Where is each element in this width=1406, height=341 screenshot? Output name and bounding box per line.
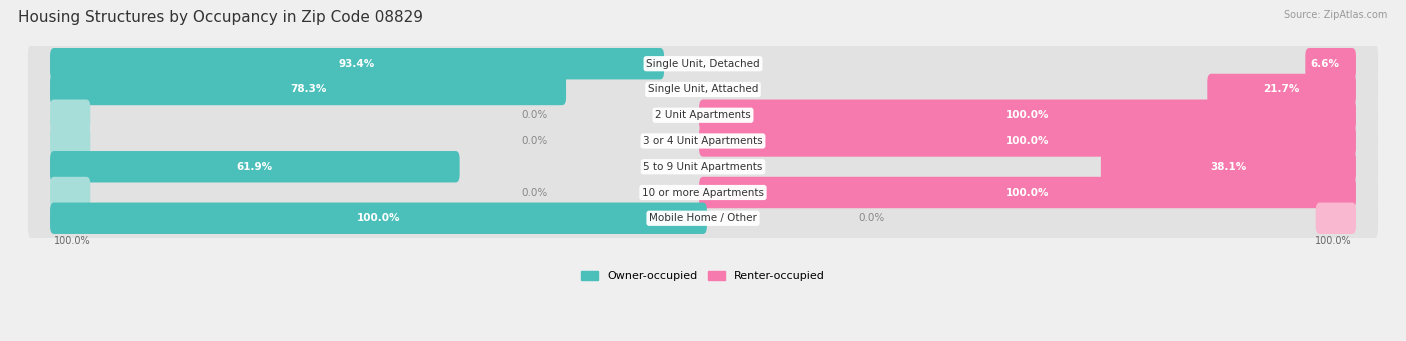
- Text: Housing Structures by Occupancy in Zip Code 08829: Housing Structures by Occupancy in Zip C…: [18, 10, 423, 25]
- Text: 21.7%: 21.7%: [1264, 85, 1299, 94]
- FancyBboxPatch shape: [28, 67, 1378, 112]
- FancyBboxPatch shape: [51, 74, 567, 105]
- FancyBboxPatch shape: [28, 41, 1378, 86]
- Text: 5 to 9 Unit Apartments: 5 to 9 Unit Apartments: [644, 162, 762, 172]
- FancyBboxPatch shape: [28, 170, 1378, 215]
- Text: Source: ZipAtlas.com: Source: ZipAtlas.com: [1284, 10, 1388, 20]
- Text: 100.0%: 100.0%: [357, 213, 401, 223]
- FancyBboxPatch shape: [28, 119, 1378, 163]
- FancyBboxPatch shape: [1316, 203, 1355, 234]
- FancyBboxPatch shape: [51, 177, 90, 208]
- FancyBboxPatch shape: [51, 48, 664, 79]
- Text: 100.0%: 100.0%: [1316, 236, 1353, 246]
- Text: 0.0%: 0.0%: [522, 188, 547, 197]
- FancyBboxPatch shape: [51, 151, 460, 182]
- Text: Mobile Home / Other: Mobile Home / Other: [650, 213, 756, 223]
- FancyBboxPatch shape: [51, 100, 90, 131]
- FancyBboxPatch shape: [1101, 151, 1355, 182]
- FancyBboxPatch shape: [699, 100, 1355, 131]
- FancyBboxPatch shape: [51, 203, 707, 234]
- Text: 6.6%: 6.6%: [1310, 59, 1339, 69]
- FancyBboxPatch shape: [1305, 48, 1355, 79]
- Text: 100.0%: 100.0%: [1005, 136, 1049, 146]
- FancyBboxPatch shape: [28, 196, 1378, 241]
- FancyBboxPatch shape: [1208, 74, 1355, 105]
- Text: 3 or 4 Unit Apartments: 3 or 4 Unit Apartments: [643, 136, 763, 146]
- FancyBboxPatch shape: [28, 144, 1378, 189]
- Text: 61.9%: 61.9%: [236, 162, 273, 172]
- Text: 0.0%: 0.0%: [522, 136, 547, 146]
- Text: 38.1%: 38.1%: [1211, 162, 1247, 172]
- FancyBboxPatch shape: [51, 125, 90, 157]
- Legend: Owner-occupied, Renter-occupied: Owner-occupied, Renter-occupied: [576, 266, 830, 286]
- Text: 78.3%: 78.3%: [290, 85, 326, 94]
- FancyBboxPatch shape: [699, 177, 1355, 208]
- Text: 100.0%: 100.0%: [1005, 110, 1049, 120]
- Text: 10 or more Apartments: 10 or more Apartments: [643, 188, 763, 197]
- Text: 93.4%: 93.4%: [339, 59, 375, 69]
- Text: 100.0%: 100.0%: [1005, 188, 1049, 197]
- Text: 2 Unit Apartments: 2 Unit Apartments: [655, 110, 751, 120]
- Text: 0.0%: 0.0%: [522, 110, 547, 120]
- Text: 100.0%: 100.0%: [53, 236, 90, 246]
- FancyBboxPatch shape: [699, 125, 1355, 157]
- Text: Single Unit, Detached: Single Unit, Detached: [647, 59, 759, 69]
- FancyBboxPatch shape: [28, 93, 1378, 138]
- Text: Single Unit, Attached: Single Unit, Attached: [648, 85, 758, 94]
- Text: 0.0%: 0.0%: [859, 213, 884, 223]
